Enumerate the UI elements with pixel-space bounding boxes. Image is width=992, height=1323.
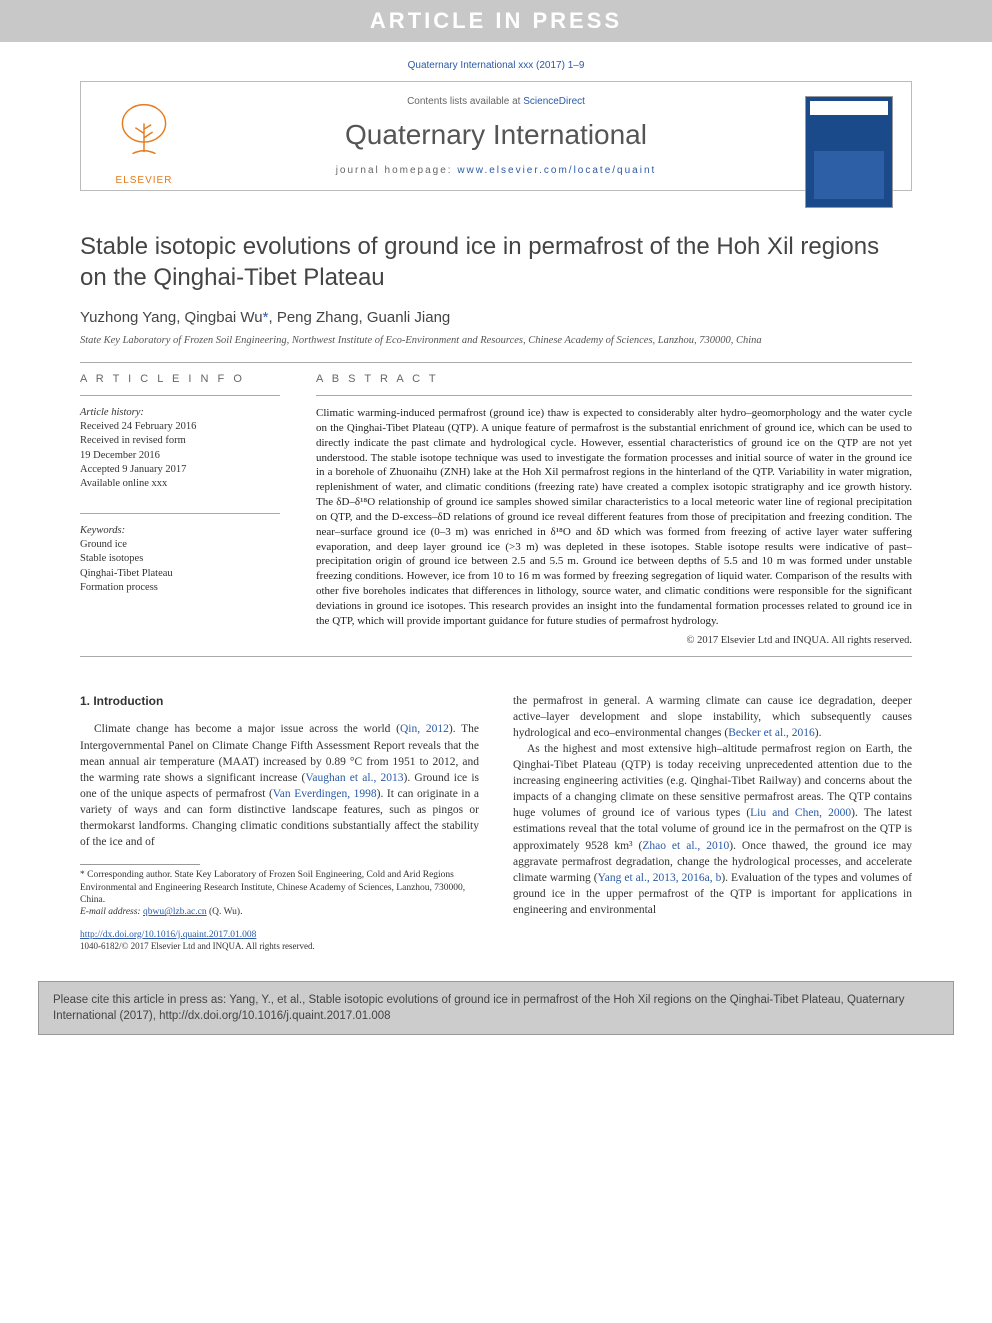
citation-link[interactable]: Zhao et al., 2010	[642, 840, 729, 852]
divider	[80, 362, 912, 363]
history-label: Article history:	[80, 406, 280, 420]
journal-homepage-link[interactable]: www.elsevier.com/locate/quaint	[457, 165, 656, 176]
citation-link[interactable]: Becker et al., 2016	[728, 727, 815, 739]
divider	[80, 395, 280, 396]
authors-part2: , Peng Zhang, Guanli Jiang	[268, 309, 450, 326]
citation-link[interactable]: Yang et al., 2013, 2016a, b	[598, 872, 722, 884]
contents-line: Contents lists available at ScienceDirec…	[211, 96, 781, 107]
journal-name: Quaternary International	[211, 119, 781, 151]
issn-line: 1040-6182/© 2017 Elsevier Ltd and INQUA.…	[80, 941, 479, 953]
text-run: the permafrost in general. A warming cli…	[513, 695, 912, 739]
received-date: Received 24 February 2016	[80, 420, 280, 434]
abstract-heading: A B S T R A C T	[316, 373, 912, 385]
intro-paragraph: the permafrost in general. A warming cli…	[513, 693, 912, 741]
homepage-prefix: journal homepage:	[336, 165, 458, 176]
body-column-right: the permafrost in general. A warming cli…	[513, 693, 912, 953]
online-date: Available online xxx	[80, 477, 280, 491]
footnote-divider	[80, 864, 200, 865]
affiliation: State Key Laboratory of Frozen Soil Engi…	[80, 334, 912, 348]
please-cite-box: Please cite this article in press as: Ya…	[38, 981, 954, 1035]
divider	[80, 656, 912, 657]
divider	[316, 395, 912, 396]
journal-homepage-line: journal homepage: www.elsevier.com/locat…	[211, 165, 781, 176]
author-list: Yuzhong Yang, Qingbai Wu*, Peng Zhang, G…	[80, 309, 912, 326]
elsevier-logo: ELSEVIER	[99, 96, 189, 186]
sciencedirect-link[interactable]: ScienceDirect	[523, 96, 585, 107]
journal-cover-thumb	[805, 96, 893, 208]
journal-header-box: ELSEVIER Contents lists available at Sci…	[80, 81, 912, 191]
article-in-press-banner: ARTICLE IN PRESS	[0, 0, 992, 42]
article-title: Stable isotopic evolutions of ground ice…	[80, 231, 912, 293]
abstract-text: Climatic warming-induced permafrost (gro…	[316, 406, 912, 629]
article-history: Article history: Received 24 February 20…	[80, 406, 280, 491]
text-run: Climate change has become a major issue …	[94, 723, 400, 735]
accepted-date: Accepted 9 January 2017	[80, 463, 280, 477]
citation-link[interactable]: Vaughan et al., 2013	[305, 772, 403, 784]
citation-link[interactable]: Van Everdingen, 1998	[273, 788, 377, 800]
intro-paragraph: Climate change has become a major issue …	[80, 721, 479, 850]
text-run: ).	[815, 727, 822, 739]
divider	[80, 513, 280, 514]
keyword: Qinghai-Tibet Plateau	[80, 567, 280, 581]
body-column-left: 1. Introduction Climate change has becom…	[80, 693, 479, 953]
footnote-corr: * Corresponding author. State Key Labora…	[80, 869, 479, 906]
citation-link[interactable]: Liu and Chen, 2000	[750, 807, 851, 819]
keyword: Ground ice	[80, 538, 280, 552]
keywords-label: Keywords:	[80, 524, 280, 538]
email-label: E-mail address:	[80, 907, 143, 917]
contents-prefix: Contents lists available at	[407, 96, 523, 107]
keyword: Stable isotopes	[80, 552, 280, 566]
keyword: Formation process	[80, 581, 280, 595]
corr-email-link[interactable]: qbwu@lzb.ac.cn	[143, 907, 207, 917]
top-citation: Quaternary International xxx (2017) 1–9	[0, 42, 992, 81]
citation-link[interactable]: Qin, 2012	[400, 723, 449, 735]
authors-part1: Yuzhong Yang, Qingbai Wu	[80, 309, 263, 326]
abstract-copyright: © 2017 Elsevier Ltd and INQUA. All right…	[316, 635, 912, 646]
elsevier-tree-icon	[108, 96, 180, 168]
revised-line2: 19 December 2016	[80, 449, 280, 463]
corresponding-footnote: * Corresponding author. State Key Labora…	[80, 869, 479, 952]
intro-paragraph: As the highest and most extensive high–a…	[513, 741, 912, 918]
article-info-heading: A R T I C L E I N F O	[80, 373, 280, 385]
elsevier-brand-text: ELSEVIER	[99, 175, 189, 186]
revised-line1: Received in revised form	[80, 434, 280, 448]
keywords: Keywords: Ground ice Stable isotopes Qin…	[80, 524, 280, 595]
email-after: (Q. Wu).	[207, 907, 243, 917]
doi-link[interactable]: http://dx.doi.org/10.1016/j.quaint.2017.…	[80, 929, 479, 941]
section-heading-intro: 1. Introduction	[80, 693, 479, 710]
